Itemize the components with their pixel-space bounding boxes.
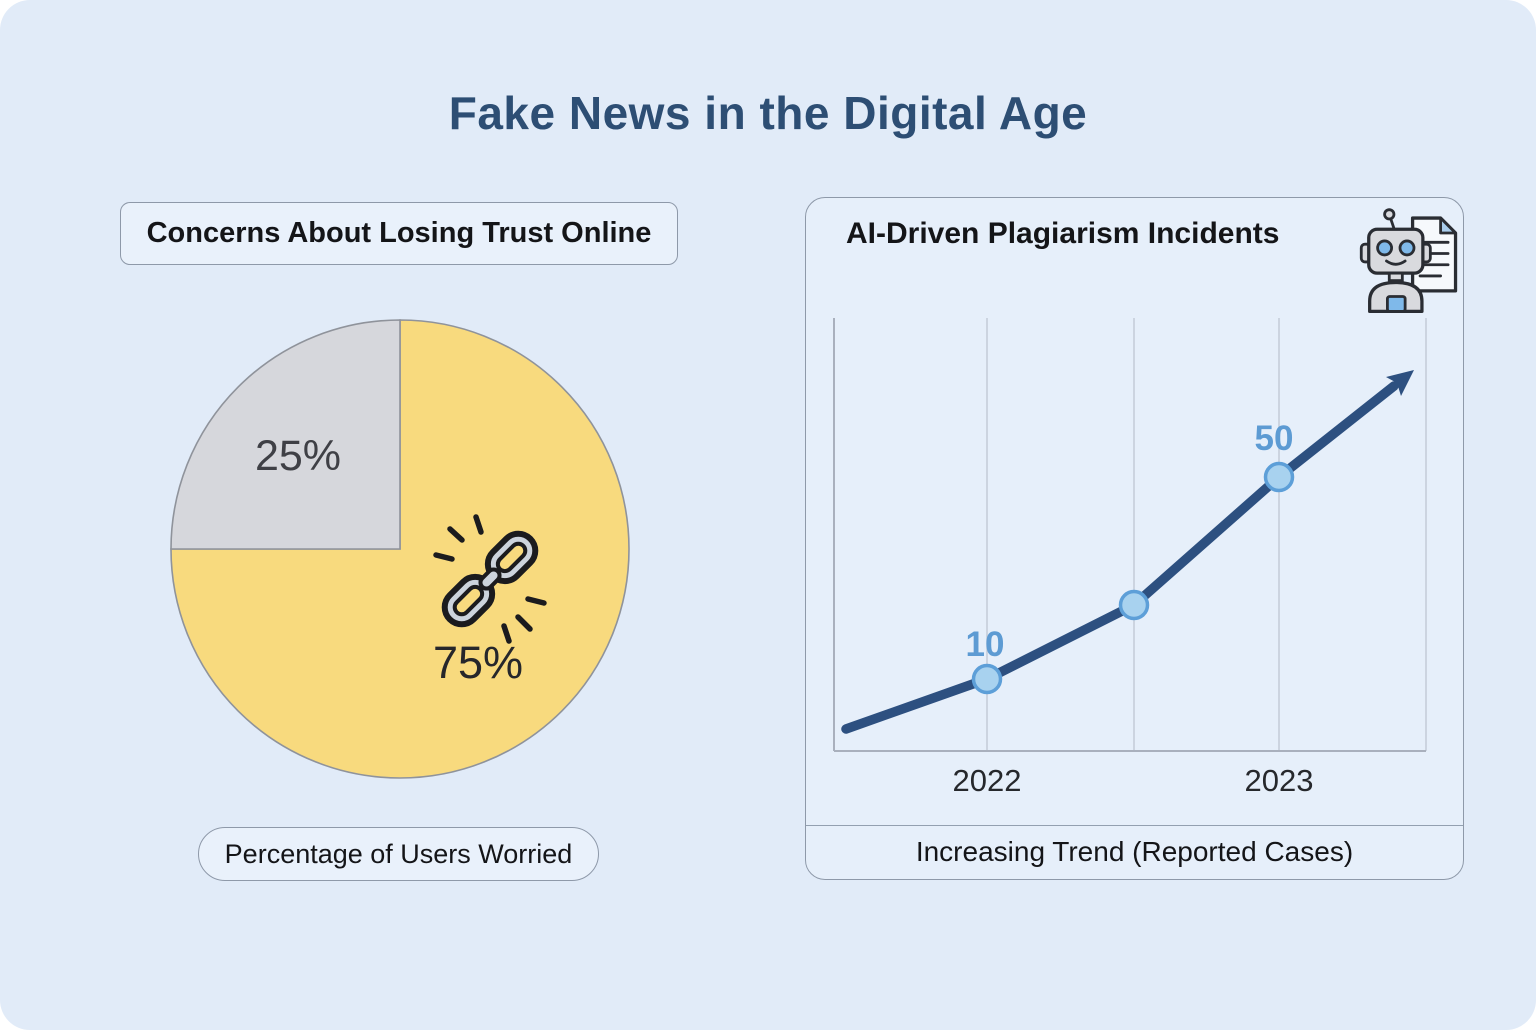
data-point-2022 [971,663,1003,695]
pie-chart: 25% 75% [170,319,630,779]
line-chart-caption-box: Increasing Trend (Reported Cases) [806,825,1463,878]
trend-line [841,381,1399,734]
data-point-mid [1118,589,1150,621]
data-point-2023 [1263,461,1295,493]
pie-chart-caption-pill: Percentage of Users Worried [198,827,599,881]
x-tick-2023: 2023 [1245,763,1314,798]
x-tick-2022: 2022 [953,763,1022,798]
pie-slice-not-worried [170,319,401,550]
robot-document-icon [1359,208,1458,314]
value-label-10: 10 [966,625,1005,664]
page-title: Fake News in the Digital Age [448,87,1088,139]
broken-link-icon [433,514,547,644]
pie-label-25: 25% [255,432,341,480]
pie-slice-worried [170,319,630,779]
pie-chart-title: Concerns About Losing Trust Online [146,217,652,249]
pie-label-75: 75% [433,637,523,688]
line-chart-plot: 10 50 2022 2023 [833,318,1427,798]
value-label-50: 50 [1255,419,1294,458]
data-points [971,461,1295,695]
robot-icon [1359,208,1432,314]
trend-arrowhead [1386,370,1414,396]
pie-chart-caption: Percentage of Users Worried [224,838,573,869]
line-chart-caption: Increasing Trend (Reported Cases) [915,836,1354,867]
line-chart-title: AI-Driven Plagiarism Incidents [846,217,1280,250]
gridlines [986,318,1427,751]
line-chart-card: AI-Driven Plagiarism Incidents [805,197,1464,880]
pie-chart-title-box: Concerns About Losing Trust Online [120,202,678,265]
